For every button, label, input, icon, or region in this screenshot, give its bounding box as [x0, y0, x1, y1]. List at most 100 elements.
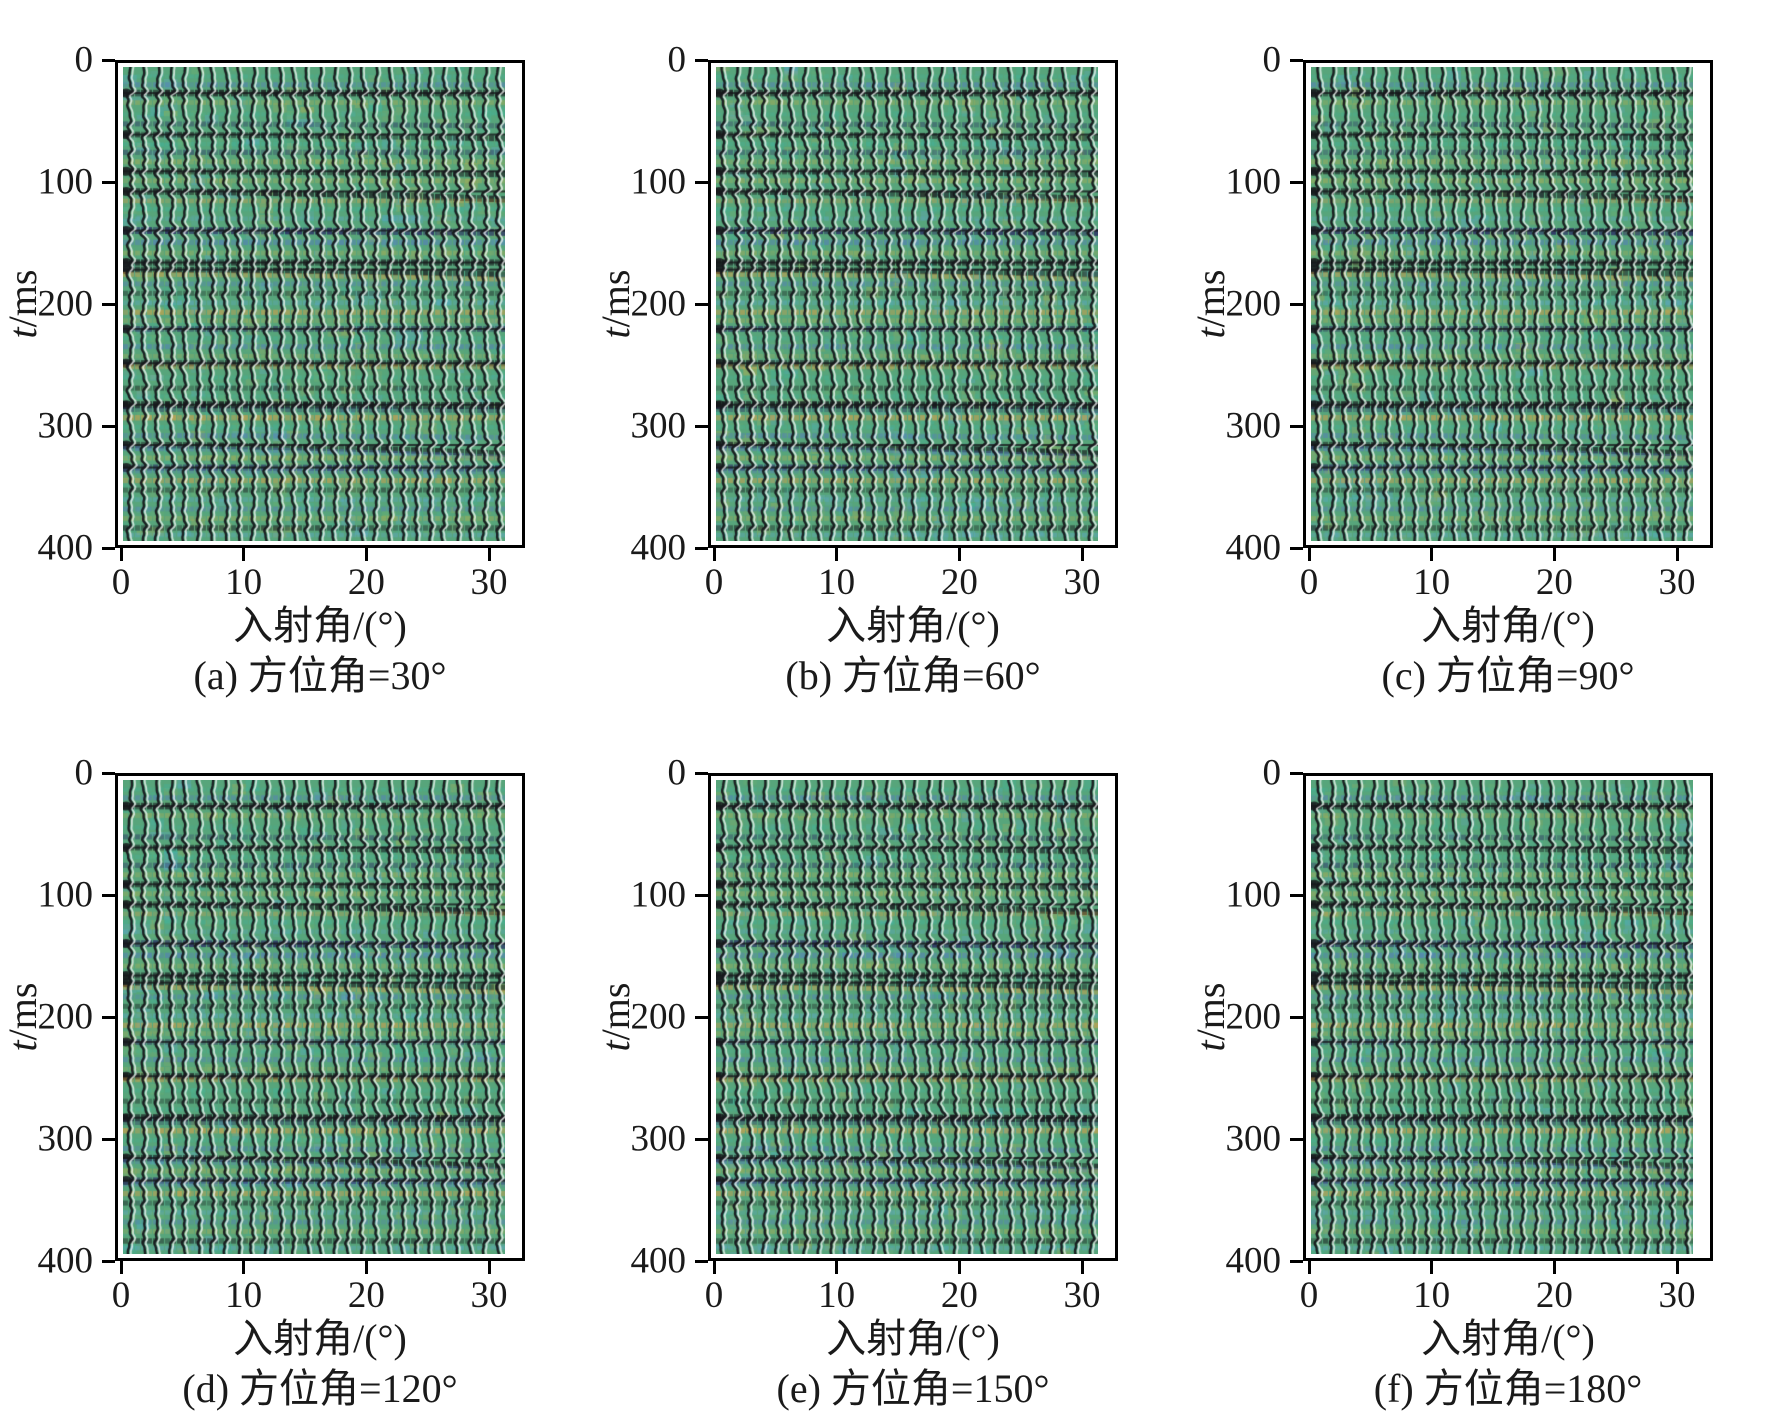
subplot-caption: (d) 方位角=120° [182, 1366, 458, 1411]
y-tick-mark [102, 424, 115, 428]
y-tick-label: 100 [1225, 161, 1282, 203]
subplot-caption: (f) 方位角=180° [1373, 1366, 1643, 1411]
x-tick-mark [1307, 1261, 1311, 1274]
y-tick-label: 100 [1225, 874, 1282, 916]
plot-frame [1303, 773, 1713, 1261]
x-tick-label: 30 [470, 1275, 508, 1316]
y-tick-mark [1290, 180, 1303, 184]
y-tick-label: 100 [630, 874, 687, 916]
x-axis-label: 入射角/(°) [233, 1316, 407, 1361]
y-tick-label: 300 [37, 405, 94, 447]
x-tick-mark [364, 548, 368, 561]
y-tick-label: 0 [74, 752, 94, 794]
plot-frame [115, 60, 525, 548]
y-tick-label: 400 [37, 1240, 94, 1282]
y-tick-label: 200 [630, 283, 687, 325]
y-tick-mark [102, 302, 115, 306]
subplot-a: t/ms 入射角/(°) (a) 方位角=30° 0 100 200 300 400 0 1… [0, 42, 525, 698]
y-tick-mark [695, 1259, 708, 1263]
plot-frame [708, 773, 1118, 1261]
y-tick-label: 200 [1225, 996, 1282, 1038]
plot-frame [708, 60, 1118, 548]
subplot-b: t/ms 入射角/(°) (b) 方位角=60° 0 100 200 300 400 0 1… [593, 42, 1118, 698]
y-tick-label: 200 [37, 283, 94, 325]
y-tick-mark [102, 58, 115, 62]
seismic-gather-canvas [123, 67, 505, 541]
x-tick-mark [242, 1261, 246, 1274]
y-tick-label: 400 [37, 527, 94, 569]
plot-frame [115, 773, 525, 1261]
subplot-caption: (b) 方位角=60° [785, 653, 1041, 698]
y-tick-label: 100 [630, 161, 687, 203]
x-tick-label: 20 [940, 562, 978, 603]
y-tick-mark [102, 546, 115, 550]
x-tick-mark [1080, 1261, 1084, 1274]
y-tick-mark [102, 1259, 115, 1263]
y-tick-label: 0 [667, 39, 687, 81]
x-tick-mark [1675, 548, 1679, 561]
x-axis-label: 入射角/(°) [826, 603, 1000, 648]
y-tick-label: 200 [37, 996, 94, 1038]
x-tick-mark [487, 548, 491, 561]
x-tick-mark [1552, 1261, 1556, 1274]
y-tick-label: 300 [37, 1118, 94, 1160]
y-tick-mark [1290, 1259, 1303, 1263]
y-tick-mark [102, 771, 115, 775]
x-tick-mark [119, 548, 123, 561]
x-tick-label: 0 [111, 562, 131, 603]
x-tick-mark [1307, 548, 1311, 561]
x-tick-mark [487, 1261, 491, 1274]
x-tick-mark [242, 548, 246, 561]
x-tick-label: 10 [818, 1275, 856, 1316]
x-tick-label: 0 [704, 1275, 724, 1316]
y-tick-mark [102, 1137, 115, 1141]
y-tick-mark [1290, 1015, 1303, 1019]
y-tick-mark [1290, 771, 1303, 775]
x-axis-label: 入射角/(°) [233, 603, 407, 648]
x-axis-label: 入射角/(°) [1421, 603, 1595, 648]
x-tick-mark [1080, 548, 1084, 561]
x-tick-label: 0 [111, 1275, 131, 1316]
subplot-c: t/ms 入射角/(°) (c) 方位角=90° 0 100 200 300 400 0 1… [1188, 42, 1713, 698]
y-tick-label: 100 [37, 161, 94, 203]
x-tick-mark [835, 1261, 839, 1274]
x-tick-label: 30 [1063, 1275, 1101, 1316]
y-tick-mark [695, 1137, 708, 1141]
y-tick-mark [695, 893, 708, 897]
seismic-gather-canvas [716, 67, 1098, 541]
x-tick-label: 10 [225, 562, 263, 603]
y-tick-label: 300 [1225, 1118, 1282, 1160]
x-tick-label: 30 [470, 562, 508, 603]
subplot-caption: (a) 方位角=30° [193, 653, 447, 698]
y-tick-label: 300 [630, 1118, 687, 1160]
y-tick-label: 0 [1262, 39, 1282, 81]
seismic-gather-canvas [1311, 67, 1693, 541]
seismic-gather-canvas [123, 780, 505, 1254]
x-tick-mark [957, 1261, 961, 1274]
y-tick-mark [695, 1015, 708, 1019]
y-tick-label: 400 [630, 527, 687, 569]
x-tick-label: 20 [347, 562, 385, 603]
x-tick-mark [1430, 1261, 1434, 1274]
subplot-caption: (e) 方位角=150° [776, 1366, 1050, 1411]
y-tick-label: 300 [630, 405, 687, 447]
x-tick-label: 20 [1535, 1275, 1573, 1316]
x-tick-mark [835, 548, 839, 561]
y-tick-mark [102, 893, 115, 897]
x-tick-mark [119, 1261, 123, 1274]
x-tick-label: 30 [1063, 562, 1101, 603]
y-tick-label: 200 [630, 996, 687, 1038]
plot-frame [1303, 60, 1713, 548]
subplot-d: t/ms 入射角/(°) (d) 方位角=120° 0 100 200 300 400 0… [0, 755, 525, 1411]
subplot-e: t/ms 入射角/(°) (e) 方位角=150° 0 100 200 300 400 0… [593, 755, 1118, 1411]
y-tick-mark [1290, 302, 1303, 306]
y-tick-label: 200 [1225, 283, 1282, 325]
y-tick-label: 0 [74, 39, 94, 81]
y-tick-mark [1290, 424, 1303, 428]
x-axis-label: 入射角/(°) [1421, 1316, 1595, 1361]
y-tick-label: 300 [1225, 405, 1282, 447]
seismic-gather-canvas [716, 780, 1098, 1254]
x-tick-mark [712, 1261, 716, 1274]
y-tick-label: 0 [667, 752, 687, 794]
x-tick-mark [364, 1261, 368, 1274]
